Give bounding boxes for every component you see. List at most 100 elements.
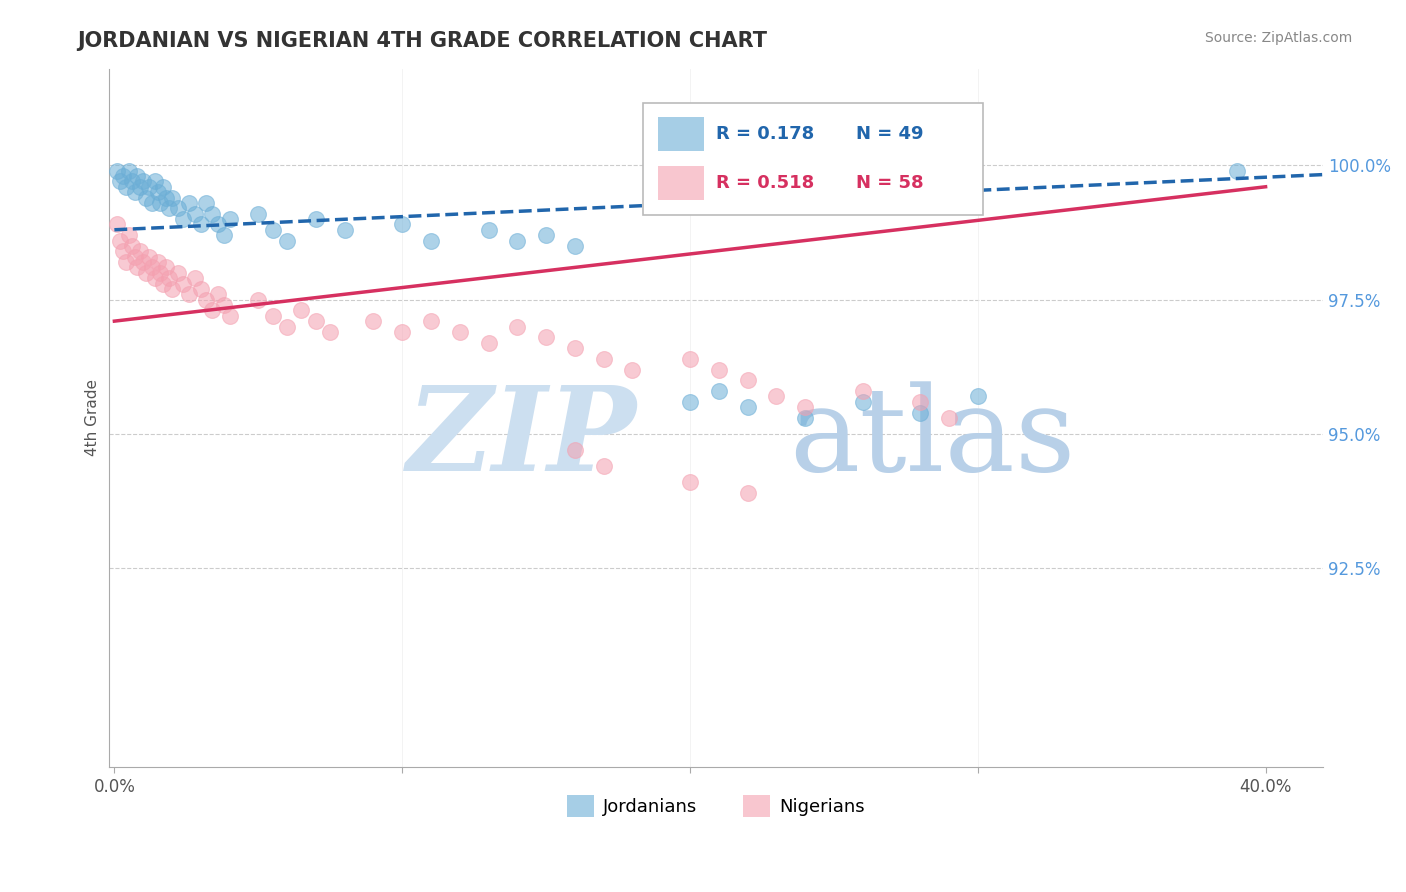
Point	[679, 351, 702, 366]
Point	[118, 228, 141, 243]
Point	[679, 394, 702, 409]
Point	[132, 174, 155, 188]
Point	[157, 271, 180, 285]
Text: R = 0.178: R = 0.178	[716, 125, 814, 144]
Point	[506, 234, 529, 248]
Point	[149, 266, 172, 280]
Point	[305, 212, 328, 227]
Point	[262, 309, 284, 323]
Point	[111, 169, 134, 183]
Point	[135, 266, 157, 280]
Point	[449, 325, 471, 339]
Point	[218, 212, 240, 227]
Point	[534, 228, 557, 243]
Point	[179, 195, 201, 210]
Text: ZIP: ZIP	[406, 382, 637, 496]
Point	[138, 250, 160, 264]
Point	[621, 362, 644, 376]
Point	[132, 255, 155, 269]
Point	[506, 319, 529, 334]
Point	[201, 207, 224, 221]
Point	[908, 394, 931, 409]
Text: Source: ZipAtlas.com: Source: ZipAtlas.com	[1205, 31, 1353, 45]
Point	[141, 260, 163, 275]
FancyBboxPatch shape	[658, 166, 704, 200]
Point	[201, 303, 224, 318]
Point	[212, 228, 235, 243]
Point	[794, 410, 817, 425]
Point	[166, 266, 188, 280]
Point	[305, 314, 328, 328]
Point	[966, 389, 988, 403]
Text: R = 0.518: R = 0.518	[716, 174, 814, 192]
Point	[160, 282, 183, 296]
Point	[172, 277, 194, 291]
Point	[138, 179, 160, 194]
Point	[737, 373, 759, 387]
Point	[105, 218, 128, 232]
Point	[146, 255, 169, 269]
Point	[938, 410, 960, 425]
Point	[160, 190, 183, 204]
Point	[190, 282, 212, 296]
FancyBboxPatch shape	[658, 118, 704, 151]
Point	[143, 271, 166, 285]
Point	[157, 201, 180, 215]
Point	[391, 218, 413, 232]
Point	[262, 223, 284, 237]
Point	[195, 293, 218, 307]
Point	[477, 335, 499, 350]
Point	[319, 325, 342, 339]
Point	[179, 287, 201, 301]
Point	[276, 234, 298, 248]
Point	[679, 475, 702, 490]
Point	[564, 341, 586, 355]
Point	[707, 362, 730, 376]
Point	[534, 330, 557, 344]
Point	[333, 223, 356, 237]
Point	[737, 400, 759, 414]
Point	[155, 190, 177, 204]
Point	[737, 486, 759, 500]
Point	[391, 325, 413, 339]
Point	[143, 174, 166, 188]
Legend: Jordanians, Nigerians: Jordanians, Nigerians	[560, 789, 872, 824]
Point	[190, 218, 212, 232]
Point	[592, 351, 614, 366]
Point	[111, 244, 134, 259]
Point	[108, 234, 131, 248]
Point	[184, 207, 207, 221]
Point	[124, 185, 146, 199]
Point	[794, 400, 817, 414]
Point	[420, 234, 443, 248]
Y-axis label: 4th Grade: 4th Grade	[86, 379, 100, 457]
Point	[908, 405, 931, 419]
Point	[124, 250, 146, 264]
Point	[852, 394, 875, 409]
Point	[1226, 163, 1249, 178]
Point	[290, 303, 312, 318]
Text: N = 49: N = 49	[856, 125, 924, 144]
Point	[129, 244, 152, 259]
Point	[212, 298, 235, 312]
Point	[420, 314, 443, 328]
Point	[363, 314, 385, 328]
Point	[118, 163, 141, 178]
Point	[172, 212, 194, 227]
Point	[852, 384, 875, 398]
Point	[276, 319, 298, 334]
Point	[592, 459, 614, 474]
Point	[184, 271, 207, 285]
Point	[207, 218, 229, 232]
Point	[129, 179, 152, 194]
Point	[105, 163, 128, 178]
Point	[564, 443, 586, 458]
Point	[127, 260, 149, 275]
Point	[121, 239, 143, 253]
Point	[564, 239, 586, 253]
Point	[115, 179, 138, 194]
Point	[477, 223, 499, 237]
Point	[149, 195, 172, 210]
Point	[207, 287, 229, 301]
Point	[108, 174, 131, 188]
